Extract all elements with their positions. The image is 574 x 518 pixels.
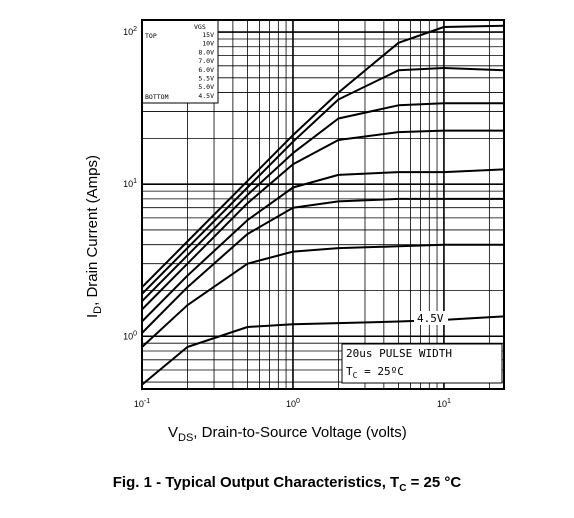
caption-prefix: Fig. 1 - Typical Output Characteristics,… bbox=[112, 474, 400, 491]
curve-label-bg bbox=[414, 311, 448, 325]
y-tick-label: 101 bbox=[123, 178, 137, 189]
x-axis-title: VDS, Drain-to-Source Voltage (volts) bbox=[168, 424, 407, 444]
series-line-5.5v bbox=[141, 197, 504, 334]
legend-entry: 5.0V bbox=[198, 83, 214, 91]
legend-entry: 7.0V bbox=[198, 57, 214, 65]
y-tick-label: 100 bbox=[123, 330, 137, 341]
legend-entry: 4.5V bbox=[198, 92, 214, 100]
pulse-annotation-box bbox=[341, 343, 503, 384]
y-axis-title: ID, Drain Current (Amps) bbox=[84, 155, 104, 318]
series-line-5.0v bbox=[141, 243, 504, 348]
chart: TOP BOTTOM VGS 15V10V8.0V7.0V6.0V5.5V5.0… bbox=[84, 19, 505, 444]
series-line-6.0v bbox=[141, 168, 505, 323]
legend-entry: 5.5V bbox=[198, 75, 214, 83]
series-line-7.0v bbox=[141, 129, 504, 311]
legend-top-label: TOP bbox=[145, 32, 157, 40]
legend-entry: 6.0V bbox=[198, 66, 214, 74]
y-tick-label: 102 bbox=[123, 26, 137, 37]
legend-box bbox=[141, 19, 219, 104]
tc-label: TC = 25ºC bbox=[346, 365, 404, 380]
legend: TOP BOTTOM VGS 15V10V8.0V7.0V6.0V5.5V5.0… bbox=[141, 19, 219, 104]
series-line-10v bbox=[141, 67, 505, 295]
curves bbox=[141, 24, 505, 386]
legend-header: VGS bbox=[194, 23, 206, 31]
x-tick-label: 100 bbox=[286, 398, 300, 409]
tick-labels: 10-1 100 101 100 101 102 bbox=[123, 26, 451, 409]
curve-label-4.5v: 4.5V bbox=[417, 312, 444, 325]
legend-bottom-label: BOTTOM bbox=[145, 93, 169, 101]
figure-caption: Fig. 1 - Typical Output Characteristics,… bbox=[0, 474, 574, 494]
legend-entry: 8.0V bbox=[198, 48, 214, 56]
x-tick-label: 10-1 bbox=[134, 398, 150, 409]
series-line-15v bbox=[141, 24, 505, 288]
caption-sub: C bbox=[399, 483, 407, 494]
legend-entry: 10V bbox=[202, 40, 214, 48]
x-tick-label: 101 bbox=[437, 398, 451, 409]
caption-suffix: = 25 °C bbox=[406, 474, 462, 491]
pulse-width-label: 20us PULSE WIDTH bbox=[346, 347, 452, 360]
series-line-8.0v bbox=[141, 102, 504, 302]
plot-frame bbox=[141, 19, 505, 390]
legend-entry: 15V bbox=[202, 31, 214, 39]
